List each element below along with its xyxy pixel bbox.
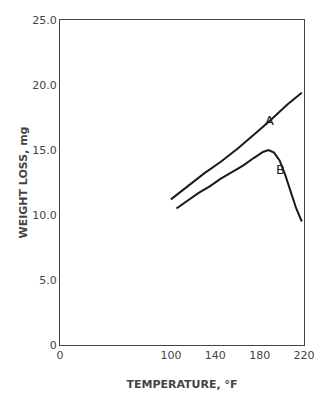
svg-text:B: B: [276, 162, 285, 177]
svg-text:A: A: [265, 113, 274, 128]
svg-text:25.0: 25.0: [32, 14, 57, 27]
svg-text:WEIGHT LOSS, mg: WEIGHT LOSS, mg: [17, 127, 30, 239]
svg-text:180: 180: [249, 349, 270, 362]
svg-text:TEMPERATURE, °F: TEMPERATURE, °F: [126, 378, 237, 391]
svg-text:15.0: 15.0: [32, 144, 57, 157]
svg-text:20.0: 20.0: [32, 79, 57, 92]
svg-text:0: 0: [57, 349, 64, 362]
svg-text:0: 0: [50, 339, 57, 352]
svg-text:220: 220: [294, 349, 315, 362]
svg-text:10.0: 10.0: [32, 209, 57, 222]
svg-text:100: 100: [160, 349, 181, 362]
svg-text:140: 140: [205, 349, 226, 362]
svg-text:5.0: 5.0: [39, 274, 57, 287]
